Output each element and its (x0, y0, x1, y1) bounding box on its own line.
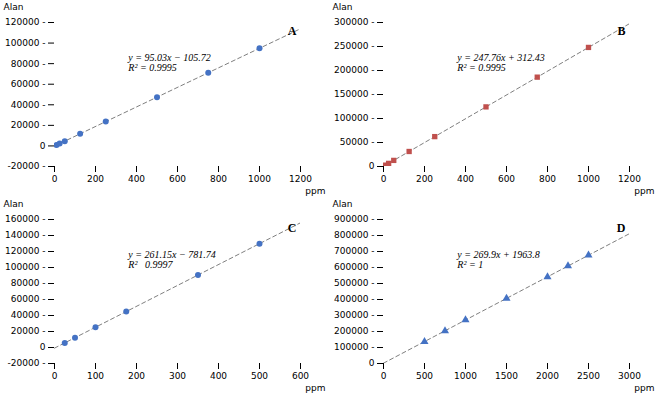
svg-text:2500: 2500 (577, 371, 600, 381)
svg-text:300000 -: 300000 - (334, 17, 374, 27)
svg-text:D: D (617, 221, 626, 235)
svg-text:500: 500 (251, 371, 268, 381)
svg-text:Alan: Alan (4, 2, 24, 12)
svg-text:500000 -: 500000 - (334, 278, 374, 288)
svg-text:600: 600 (292, 371, 309, 381)
svg-text:200000 -: 200000 - (334, 65, 374, 75)
svg-text:B: B (617, 24, 625, 38)
svg-text:-20000 -: -20000 - (8, 161, 46, 171)
svg-text:1000: 1000 (577, 174, 600, 184)
svg-text:y = 269.9x + 1963.8R² = 1: y = 269.9x + 1963.8R² = 1 (456, 249, 539, 270)
svg-text:800000 -: 800000 - (334, 230, 374, 240)
svg-text:250000 -: 250000 - (334, 41, 374, 51)
svg-text:Alan: Alan (333, 2, 353, 12)
svg-text:300000 -: 300000 - (334, 310, 374, 320)
svg-text:0: 0 (40, 342, 46, 352)
svg-text:1000: 1000 (248, 174, 271, 184)
svg-text:800: 800 (210, 174, 227, 184)
svg-text:160000 -: 160000 - (5, 214, 45, 224)
svg-text:200000 -: 200000 - (334, 326, 374, 336)
svg-text:80000 -: 80000 - (11, 278, 46, 288)
svg-text:200: 200 (87, 174, 104, 184)
svg-text:400: 400 (457, 174, 474, 184)
svg-text:500: 500 (416, 371, 433, 381)
svg-text:1200: 1200 (618, 174, 641, 184)
svg-text:20000 -: 20000 - (11, 326, 46, 336)
svg-text:0: 0 (381, 174, 387, 184)
svg-text:200: 200 (128, 371, 145, 381)
svg-text:20000 -: 20000 - (11, 120, 46, 130)
svg-text:400: 400 (210, 371, 227, 381)
svg-text:100000 -: 100000 - (5, 262, 45, 272)
svg-text:120000 -: 120000 - (5, 246, 45, 256)
svg-text:ppm: ppm (305, 186, 325, 196)
svg-text:ppm: ppm (305, 383, 325, 393)
svg-text:0: 0 (52, 371, 58, 381)
svg-text:C: C (288, 221, 297, 235)
svg-text:40000 -: 40000 - (11, 310, 46, 320)
svg-text:60000 -: 60000 - (11, 294, 46, 304)
svg-text:Alan: Alan (333, 199, 353, 209)
svg-text:80000 -: 80000 - (11, 59, 46, 69)
svg-text:700000 -: 700000 - (334, 246, 374, 256)
svg-text:900000 -: 900000 - (334, 214, 374, 224)
svg-text:y = 247.76x + 312.43R² = 0.999: y = 247.76x + 312.43R² = 0.9995 (456, 52, 544, 73)
svg-text:600: 600 (498, 174, 515, 184)
svg-text:0: 0 (40, 141, 46, 151)
svg-text:800: 800 (539, 174, 556, 184)
svg-text:120000 -: 120000 - (5, 17, 45, 27)
svg-text:y = 95.03x − 105.72R² = 0.9995: y = 95.03x − 105.72R² = 0.9995 (127, 52, 210, 73)
svg-text:60000 -: 60000 - (11, 79, 46, 89)
svg-text:3000: 3000 (618, 371, 641, 381)
svg-text:600000 -: 600000 - (334, 262, 374, 272)
svg-text:40000 -: 40000 - (11, 100, 46, 110)
svg-text:150000 -: 150000 - (334, 89, 374, 99)
svg-text:400: 400 (128, 174, 145, 184)
svg-text:600: 600 (169, 174, 186, 184)
svg-text:1200: 1200 (289, 174, 312, 184)
svg-text:50000 -: 50000 - (340, 137, 375, 147)
svg-text:400000 -: 400000 - (334, 294, 374, 304)
svg-text:A: A (288, 24, 297, 38)
svg-text:100000 -: 100000 - (334, 113, 374, 123)
svg-text:0: 0 (381, 371, 387, 381)
svg-text:100000 -: 100000 - (334, 342, 374, 352)
svg-text:1500: 1500 (495, 371, 518, 381)
svg-text:300: 300 (169, 371, 186, 381)
svg-text:ppm: ppm (634, 186, 654, 196)
svg-text:0: 0 (52, 174, 58, 184)
svg-text:140000 -: 140000 - (5, 230, 45, 240)
svg-text:Alan: Alan (4, 199, 24, 209)
svg-text:100000 -: 100000 - (5, 38, 45, 48)
svg-text:1000: 1000 (454, 371, 477, 381)
svg-text:0: 0 (369, 358, 375, 368)
svg-text:y = 261.15x − 781.74R² 0.999: y = 261.15x − 781.74R² 0.9997 (127, 249, 215, 270)
svg-text:2000: 2000 (536, 371, 559, 381)
svg-text:ppm: ppm (634, 383, 654, 393)
svg-text:100: 100 (87, 371, 104, 381)
svg-text:0: 0 (369, 161, 375, 171)
svg-text:-20000 -: -20000 - (8, 358, 46, 368)
svg-text:200: 200 (416, 174, 433, 184)
